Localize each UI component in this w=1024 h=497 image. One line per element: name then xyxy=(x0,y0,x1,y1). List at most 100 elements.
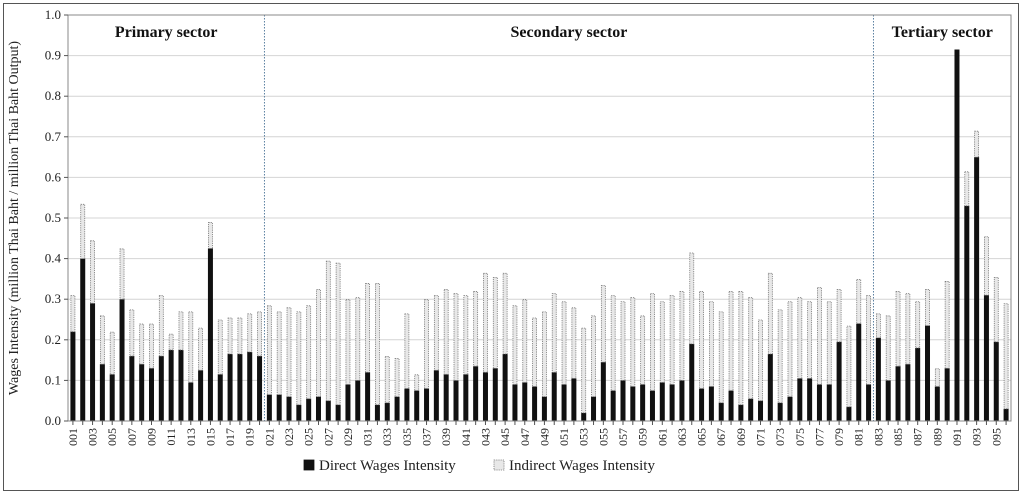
bar-indirect xyxy=(600,285,606,363)
bar-indirect xyxy=(384,356,390,404)
bar-indirect xyxy=(738,291,744,406)
x-tick-label: 089 xyxy=(930,428,944,446)
x-tick-label: 051 xyxy=(557,428,571,446)
bar-direct xyxy=(816,384,822,421)
bar-indirect xyxy=(227,317,233,355)
bar-indirect xyxy=(846,325,852,408)
x-tick-label: 025 xyxy=(302,428,316,446)
bar-indirect xyxy=(119,248,125,300)
bar-direct xyxy=(875,337,881,421)
bar-direct xyxy=(247,351,253,421)
bar-direct xyxy=(944,368,950,421)
bar-direct xyxy=(90,303,96,421)
x-tick-label: 093 xyxy=(970,428,984,446)
bar-direct xyxy=(119,299,125,421)
bar-indirect xyxy=(905,293,911,365)
y-tick-label: 0.6 xyxy=(45,169,62,184)
sector-label: Secondary sector xyxy=(511,24,628,41)
bar-indirect xyxy=(306,305,312,400)
axes xyxy=(64,14,1012,425)
bar-indirect xyxy=(650,293,655,391)
bar-direct xyxy=(748,398,754,421)
bar-direct xyxy=(718,402,724,421)
sector-label: Tertiary sector xyxy=(892,24,993,41)
bar-direct xyxy=(345,384,351,421)
bar-direct xyxy=(905,364,911,421)
bar-direct xyxy=(404,388,410,421)
x-tick-label: 063 xyxy=(675,428,689,446)
bar-indirect xyxy=(325,260,331,402)
bar-direct xyxy=(325,400,331,421)
bar-indirect xyxy=(492,276,498,369)
bar-direct xyxy=(1003,408,1009,421)
bar-direct xyxy=(630,386,636,421)
bar-direct xyxy=(266,394,272,421)
bar-indirect xyxy=(178,311,184,351)
bar-indirect xyxy=(414,374,420,391)
bar-direct xyxy=(482,372,488,421)
bar-direct xyxy=(207,248,213,421)
bar-indirect xyxy=(728,291,734,391)
bar-direct xyxy=(148,368,154,421)
bar-direct xyxy=(610,390,616,421)
bar-indirect xyxy=(895,291,901,367)
legend-entry: Indirect Wages Intensity xyxy=(509,458,655,474)
x-tick-label: 013 xyxy=(184,428,198,446)
bar-direct xyxy=(640,384,646,421)
bar-direct xyxy=(797,378,803,421)
x-tick-label: 085 xyxy=(891,428,905,446)
bar-indirect xyxy=(542,311,547,398)
bar-direct xyxy=(168,349,174,421)
bar-indirect xyxy=(188,311,194,383)
bar-indirect xyxy=(99,315,105,365)
bar-direct xyxy=(453,380,459,421)
bar-direct xyxy=(728,390,734,421)
y-tick-label: 0.4 xyxy=(45,251,62,266)
bar-direct xyxy=(895,366,901,421)
bar-indirect xyxy=(787,301,793,398)
bar-direct xyxy=(807,378,813,421)
x-tick-label: 003 xyxy=(86,428,100,446)
bar-direct xyxy=(934,386,940,421)
bar-indirect xyxy=(807,301,813,379)
bar-direct xyxy=(669,384,675,421)
bar-indirect xyxy=(257,311,262,357)
bar-direct xyxy=(758,400,764,421)
bar-direct xyxy=(158,356,164,421)
legend-swatch xyxy=(493,459,505,471)
bar-indirect xyxy=(826,301,832,385)
bar-indirect xyxy=(345,299,351,385)
bar-indirect xyxy=(699,291,704,389)
bar-direct xyxy=(512,384,518,421)
x-tick-label: 007 xyxy=(125,428,139,446)
x-tick-label: 005 xyxy=(105,428,119,446)
bar-direct xyxy=(374,404,380,421)
x-tick-label: 029 xyxy=(341,428,355,446)
bar-indirect xyxy=(433,295,439,371)
bar-indirect xyxy=(443,289,449,375)
bar-indirect xyxy=(797,297,803,379)
y-tick-label: 0.5 xyxy=(45,210,61,225)
x-tick-label: 041 xyxy=(459,428,473,446)
bar-indirect xyxy=(483,272,488,373)
bar-direct xyxy=(954,49,960,421)
bar-indirect xyxy=(168,333,174,351)
x-tick-label: 095 xyxy=(989,428,1003,446)
x-tick-label: 067 xyxy=(714,428,728,446)
bar-indirect xyxy=(934,368,940,387)
y-tick-label: 0.9 xyxy=(45,48,61,63)
y-tick-label: 0.7 xyxy=(45,129,62,144)
bar-indirect xyxy=(758,319,763,402)
bar-indirect xyxy=(689,252,695,345)
bar-direct xyxy=(983,295,989,421)
bar-indirect xyxy=(836,289,842,343)
bar-direct xyxy=(532,386,538,421)
bar-indirect xyxy=(777,309,783,404)
x-tick-label: 091 xyxy=(950,428,964,446)
bar-direct xyxy=(846,406,852,421)
bar-direct xyxy=(561,384,567,421)
x-tick-label: 035 xyxy=(400,428,414,446)
bar-direct xyxy=(188,382,194,421)
x-tick-label: 073 xyxy=(773,428,787,446)
bar-indirect xyxy=(630,297,636,387)
